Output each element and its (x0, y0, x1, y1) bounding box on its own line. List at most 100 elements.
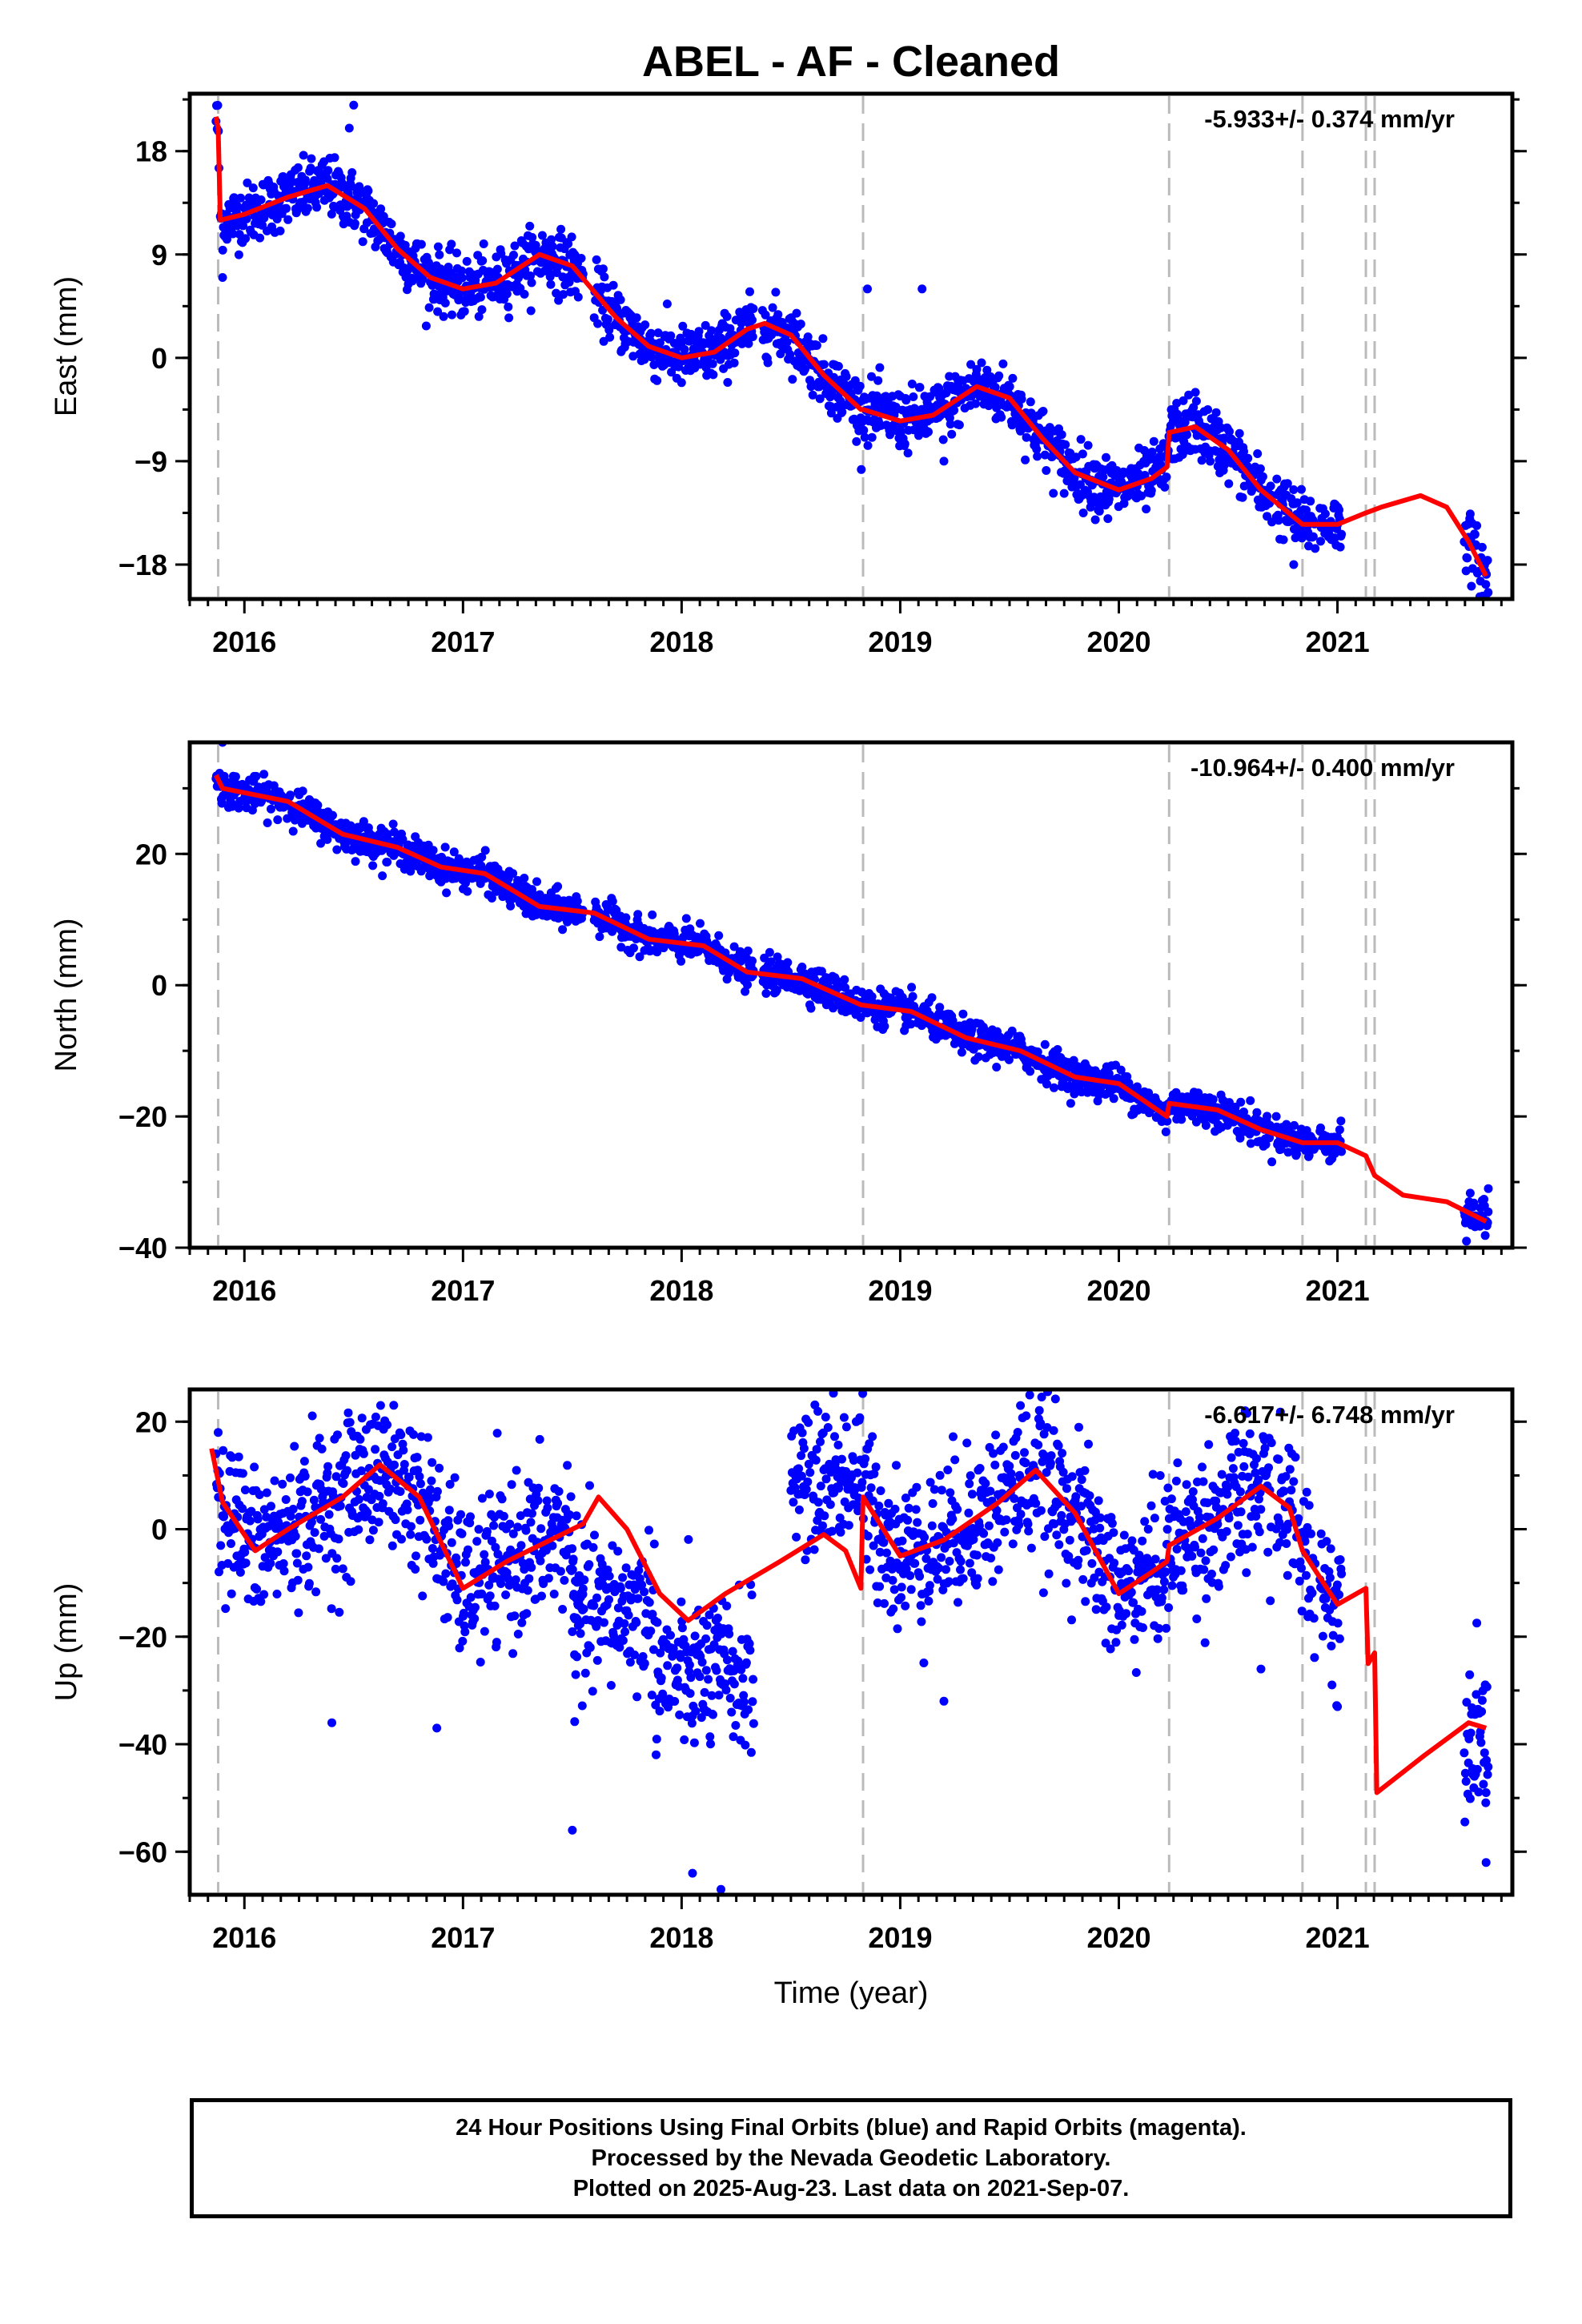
data-point (219, 1445, 228, 1455)
data-point (588, 1542, 598, 1552)
data-point (543, 1503, 552, 1513)
data-point (974, 1052, 983, 1062)
data-point (744, 339, 753, 348)
data-point (745, 1646, 755, 1655)
data-point (535, 1434, 544, 1444)
data-point (315, 1433, 324, 1443)
data-point (873, 376, 883, 385)
data-point (506, 901, 516, 911)
data-point (323, 166, 333, 175)
data-point (1083, 440, 1093, 450)
data-point (1026, 1067, 1035, 1076)
data-point (1337, 1147, 1347, 1156)
data-point (355, 1434, 365, 1444)
data-point (712, 1666, 721, 1675)
data-point (371, 1412, 380, 1421)
data-point (358, 237, 367, 247)
data-point (508, 1529, 518, 1538)
data-point (390, 1460, 399, 1470)
data-point (368, 1526, 378, 1535)
data-point (474, 1525, 484, 1534)
observation-points (211, 100, 1493, 599)
data-point (722, 312, 732, 321)
data-point (769, 979, 779, 987)
data-point (687, 1719, 697, 1728)
data-point (1292, 1149, 1301, 1159)
data-point (297, 1497, 307, 1506)
data-point (808, 390, 817, 400)
data-point (243, 178, 252, 187)
data-point (727, 1707, 737, 1717)
data-point (383, 1420, 392, 1429)
data-point (649, 360, 659, 369)
data-point (1470, 529, 1480, 539)
data-point (466, 1512, 475, 1522)
data-point (1094, 506, 1104, 516)
data-point (418, 1591, 428, 1601)
data-point (507, 1480, 516, 1490)
data-point (1469, 1198, 1479, 1208)
data-point (805, 1468, 815, 1478)
data-point (1053, 1045, 1062, 1054)
data-point (867, 432, 877, 442)
data-point (236, 193, 246, 203)
data-point (640, 1587, 649, 1597)
data-point (338, 1564, 347, 1574)
data-point (812, 340, 821, 350)
data-point (321, 1554, 331, 1563)
data-point (527, 278, 536, 287)
data-point (725, 1694, 735, 1703)
data-point (532, 877, 541, 887)
data-point (477, 852, 487, 862)
data-point (527, 1562, 536, 1572)
data-point (804, 1417, 813, 1427)
data-point (1078, 449, 1087, 459)
data-point (935, 1003, 945, 1012)
data-point (1017, 394, 1026, 404)
data-point (972, 364, 982, 374)
data-point (455, 1643, 464, 1653)
data-point (568, 1544, 577, 1554)
data-point (534, 1483, 544, 1493)
data-point (1078, 509, 1088, 517)
data-point (480, 846, 490, 855)
data-point (875, 363, 885, 372)
data-point (1308, 532, 1318, 541)
data-point (302, 1551, 311, 1561)
observation-points (211, 1389, 1493, 1894)
data-point (371, 1445, 380, 1454)
data-point (439, 312, 448, 321)
data-point (885, 430, 895, 440)
data-point (906, 1019, 916, 1029)
data-point (255, 233, 265, 243)
data-point (234, 803, 243, 813)
data-point (1274, 516, 1283, 525)
data-point (1316, 537, 1325, 546)
data-point (334, 1534, 343, 1544)
data-point (262, 1512, 271, 1522)
data-point (592, 255, 601, 264)
data-point (613, 1603, 623, 1613)
data-point (697, 1713, 706, 1723)
data-point (647, 352, 656, 362)
data-point (387, 219, 396, 229)
data-point (903, 448, 913, 458)
data-point (552, 288, 561, 298)
data-point (457, 1529, 467, 1538)
data-point (772, 985, 781, 995)
data-point (783, 958, 793, 967)
data-point (279, 1559, 288, 1568)
data-point (542, 1496, 552, 1506)
data-point (1272, 474, 1282, 484)
data-point (1137, 491, 1146, 501)
data-point (328, 1491, 338, 1501)
data-point (346, 821, 355, 830)
data-point (259, 770, 269, 779)
data-point (1206, 456, 1215, 466)
data-point (525, 221, 535, 231)
data-point (605, 332, 615, 342)
data-point (1483, 556, 1492, 565)
data-point (456, 1510, 465, 1519)
data-point (213, 101, 223, 110)
